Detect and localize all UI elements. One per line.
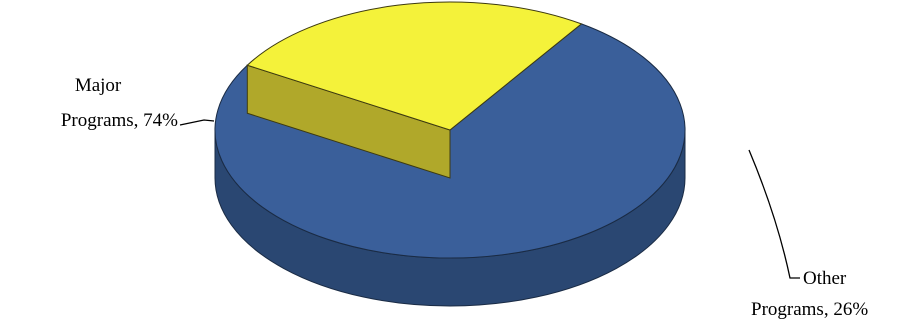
leader-line-other <box>748 149 800 279</box>
leader-line-major <box>179 119 215 126</box>
leader-lines <box>179 119 800 279</box>
slice-other <box>246 1 583 131</box>
data-label-major-line2: Programs, 74% <box>61 110 178 131</box>
data-label-major: Major Programs, 74% <box>61 75 178 131</box>
pie-slices <box>215 1 686 307</box>
data-label-other-line2: Programs, 26% <box>751 299 868 320</box>
data-label-other-line1: Other <box>803 268 847 289</box>
data-label-major-line1: Major <box>75 75 122 96</box>
data-label-other: Other Programs, 26% <box>751 268 868 320</box>
